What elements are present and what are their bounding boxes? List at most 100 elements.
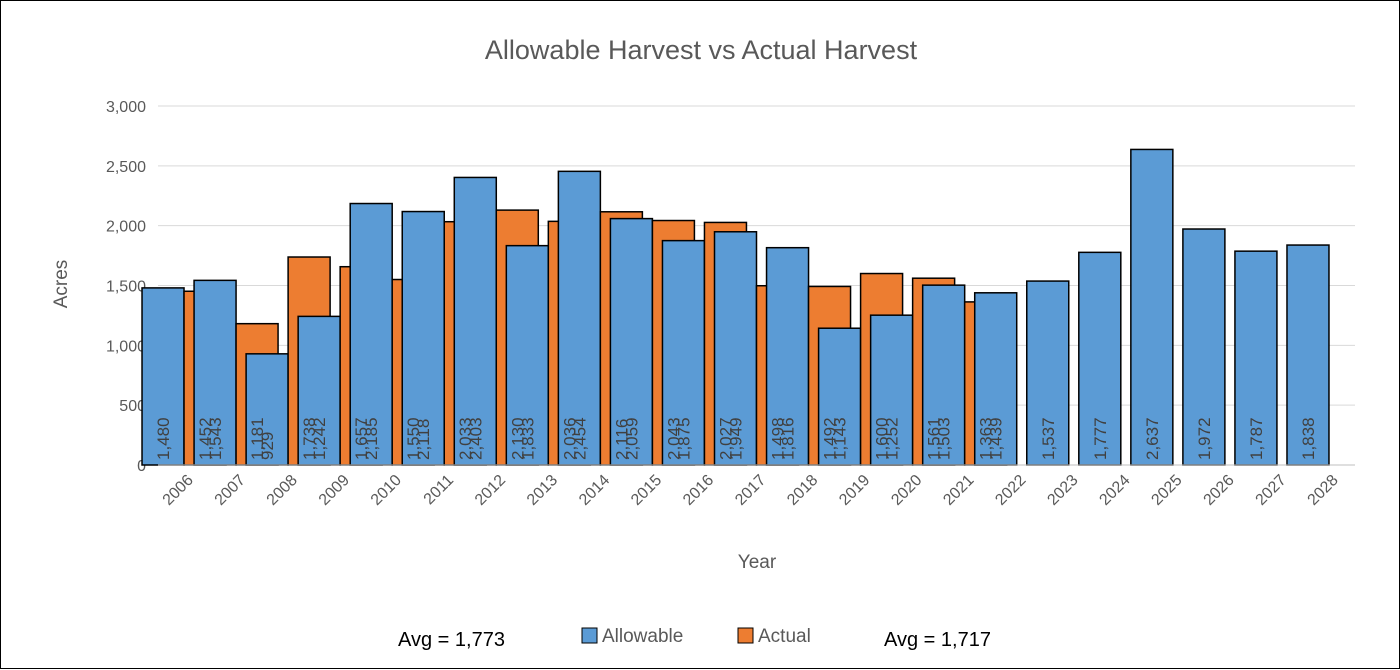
data-label-actual-2014: 2,116 <box>612 419 631 460</box>
bar-allowable-2009 <box>297 315 341 466</box>
bar-allowable-2028 <box>1286 244 1330 466</box>
bar-allowable-2014 <box>557 170 602 466</box>
x-tick-label: 2014 <box>576 472 613 509</box>
x-tick-label: 2020 <box>888 472 925 509</box>
avg-allowable-note: Avg = 1,773 <box>398 629 505 651</box>
data-label-allowable-2022: 1,439 <box>987 417 1006 460</box>
data-label-actual-2017: 1,498 <box>769 417 788 460</box>
data-label-actual-2016: 2,027 <box>716 417 735 460</box>
avg-actual-note: Avg = 1,717 <box>884 629 991 651</box>
legend-label-allowable: Allowable <box>602 626 683 647</box>
x-tick-label: 2022 <box>992 472 1029 509</box>
data-label-allowable-2026: 1,972 <box>1195 417 1214 460</box>
data-label-actual-2009: 1,657 <box>352 417 371 460</box>
bar-allowable-2015 <box>609 217 654 466</box>
y-tick-label: 1,500 <box>106 279 146 296</box>
data-label-allowable-2010: 2,185 <box>362 417 381 460</box>
data-label-allowable-2027: 1,787 <box>1247 417 1266 460</box>
x-tick-label: 2028 <box>1305 472 1342 509</box>
data-label-allowable-2014: 2,454 <box>570 417 589 460</box>
y-tick-label: 2,000 <box>106 219 146 236</box>
x-tick-label: 2017 <box>732 472 769 509</box>
legend-swatch-actual <box>737 627 754 644</box>
x-tick-label: 2010 <box>368 472 405 509</box>
data-label-allowable-2028: 1,838 <box>1299 417 1318 460</box>
data-label-actual-2015: 2,043 <box>664 417 683 460</box>
x-tick-label: 2006 <box>160 472 197 509</box>
data-label-allowable-2013: 1,833 <box>518 417 537 460</box>
x-axis-label: Year <box>738 552 777 573</box>
data-label-allowable-2006: 1,480 <box>154 417 173 460</box>
bar-allowable-2027 <box>1234 250 1278 466</box>
data-label-allowable-2007: 1,543 <box>206 417 225 460</box>
data-label-allowable-2018: 1,816 <box>779 417 798 460</box>
bar-allowable-2020 <box>869 314 914 466</box>
x-tick-label: 2027 <box>1253 472 1290 509</box>
data-label-allowable-2011: 2,118 <box>414 419 433 460</box>
x-tick-label: 2025 <box>1148 472 1185 509</box>
data-label-actual-2010: 1,550 <box>404 417 423 460</box>
chart-title: Allowable Harvest vs Actual Harvest <box>485 35 918 65</box>
bar-allowable-2006 <box>141 287 185 466</box>
data-label-allowable-2019: 1,143 <box>831 417 850 460</box>
data-label-actual-2008: 1,738 <box>300 417 319 460</box>
data-label-allowable-2025: 2,637 <box>1143 417 1162 460</box>
x-tick-label: 2024 <box>1096 472 1133 509</box>
data-label-actual-2013: 2,036 <box>560 417 579 460</box>
legend: Allowable Actual <box>581 626 811 647</box>
x-axis-ticks: 2006 2007 2008 2009 2010 2011 2012 2013 2014 2015… <box>160 472 1342 509</box>
data-label-allowable-2008: 929 <box>258 432 277 460</box>
data-label-allowable-2021: 1,503 <box>935 417 954 460</box>
bar-allowable-2017 <box>713 231 758 466</box>
data-label-actual-2020: 1,561 <box>925 417 944 460</box>
data-label-actual-2018: 1,492 <box>821 417 840 460</box>
data-label-allowable-2009: 1,242 <box>310 417 329 460</box>
y-axis-ticks: 0 500 1,000 1,500 2,000 2,500 3,000 <box>106 99 146 475</box>
bar-allowable-2023 <box>1026 280 1070 466</box>
bar-allowable-2019 <box>817 327 862 466</box>
bar-allowable-2024 <box>1078 251 1122 466</box>
data-label-allowable-2016: 1,875 <box>674 417 693 460</box>
data-label-actual-2021: 1,363 <box>977 417 996 460</box>
data-label-allowable-2012: 2,403 <box>466 417 485 460</box>
y-tick-label: 1,000 <box>106 338 146 355</box>
data-label-allowable-2023: 1,537 <box>1039 417 1058 460</box>
data-label-allowable-2017: 1,949 <box>727 417 746 460</box>
bar-allowable-2025 <box>1130 148 1174 466</box>
x-tick-label: 2018 <box>784 472 821 509</box>
data-label-allowable-2015: 2,059 <box>622 417 641 460</box>
x-tick-label: 2009 <box>316 472 353 509</box>
y-tick-label: 3,000 <box>106 99 146 116</box>
data-label-actual-2012: 2,130 <box>508 417 527 460</box>
x-tick-label: 2011 <box>421 472 457 508</box>
legend-swatch-allowable <box>581 627 598 644</box>
legend-label-actual: Actual <box>758 626 811 647</box>
x-tick-label: 2007 <box>212 472 249 509</box>
x-tick-label: 2019 <box>836 472 873 509</box>
x-tick-label: 2012 <box>472 472 509 509</box>
bar-allowable-2018 <box>765 246 810 466</box>
x-tick-label: 2026 <box>1201 472 1238 509</box>
data-label-actual-2011: 2,033 <box>456 417 475 460</box>
data-label-actual-2019: 1,600 <box>873 417 892 460</box>
bar-allowable-2013 <box>505 244 550 466</box>
x-tick-label: 2013 <box>524 472 561 509</box>
y-tick-label: 2,500 <box>106 159 146 176</box>
data-label-actual-2007: 1,181 <box>248 417 267 460</box>
x-tick-label: 2015 <box>628 472 665 509</box>
y-tick-label: 0 <box>137 458 146 475</box>
data-label-allowable-2020: 1,252 <box>883 417 902 460</box>
bar-allowable-2022 <box>973 292 1018 466</box>
x-tick-label: 2023 <box>1044 472 1081 509</box>
x-tick-label: 2008 <box>264 472 301 509</box>
bar-allowable-2011 <box>401 210 445 466</box>
y-axis-label: Acres <box>51 260 72 309</box>
x-tick-label: 2016 <box>680 472 717 509</box>
data-label-allowable-2024: 1,777 <box>1091 417 1110 460</box>
data-label-actual-2006: 1,452 <box>196 417 215 460</box>
y-tick-label: 500 <box>119 398 146 415</box>
x-tick-label: 2021 <box>940 472 977 509</box>
